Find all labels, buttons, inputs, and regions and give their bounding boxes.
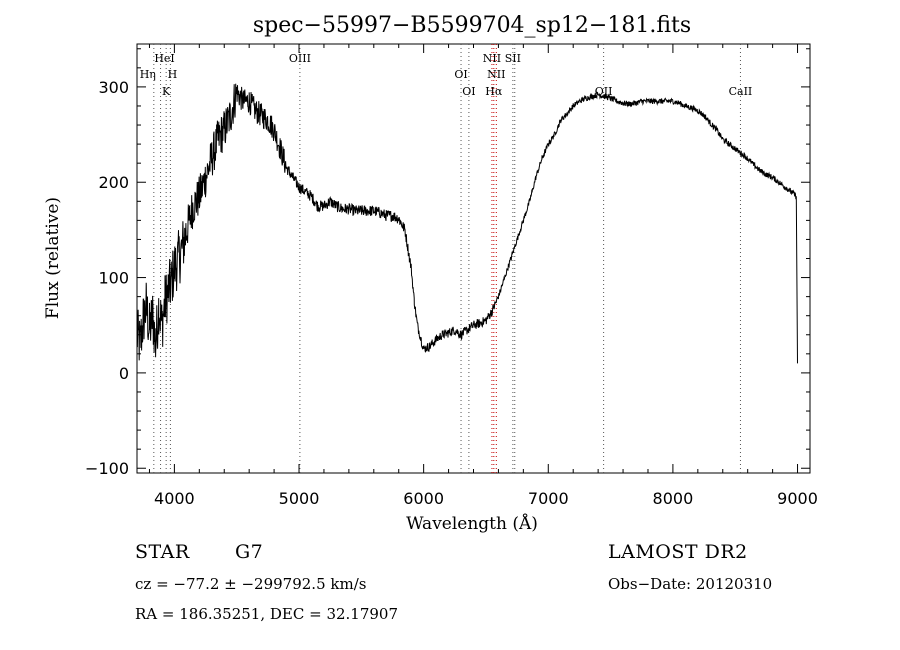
line-label-1: HeI: [154, 52, 174, 65]
x-axis-ticks: 4000 5000 6000 7000 8000 9000: [148, 44, 818, 508]
y-tick-label-0: −100: [85, 459, 129, 478]
line-label-0: Hη: [140, 68, 156, 81]
line-label-2: K: [162, 85, 171, 98]
line-label-7: NII: [483, 52, 501, 65]
x-tick-label-1: 5000: [279, 489, 320, 508]
object-subclass: G7: [235, 541, 264, 563]
x-tick-label-2: 6000: [403, 489, 444, 508]
x-tick-label-0: 4000: [154, 489, 195, 508]
object-type: STAR: [135, 541, 190, 563]
y-axis-label: Flux (relative): [43, 197, 63, 319]
line-label-4: OIII: [289, 52, 311, 65]
y-tick-label-2: 100: [98, 269, 129, 288]
obs-date-text: Obs−Date: 20120310: [608, 575, 773, 593]
x-tick-label-3: 7000: [528, 489, 569, 508]
plot-frame: [136, 43, 811, 474]
y-tick-label-3: 200: [98, 173, 129, 192]
chart-title: spec−55997−B5599704_sp12−181.fits: [253, 13, 691, 38]
redshift-text: cz = −77.2 ± −299792.5 km/s: [135, 575, 367, 593]
line-label-6: OI: [462, 85, 475, 98]
line-label-13: CaII: [729, 85, 753, 98]
survey-name: LAMOST DR2: [608, 541, 748, 563]
x-tick-label-4: 8000: [653, 489, 694, 508]
line-label-5: OI: [454, 68, 467, 81]
line-label-8: Hα: [485, 85, 503, 98]
line-label-3: H: [168, 68, 178, 81]
y-tick-label-1: 0: [119, 364, 129, 383]
y-tick-label-4: 300: [98, 78, 129, 97]
line-label-10: SII: [505, 52, 521, 65]
coordinates-text: RA = 186.35251, DEC = 32.17907: [135, 605, 399, 623]
spectrum-series-line: [136, 83, 798, 364]
line-label-9: NII: [487, 68, 505, 81]
x-tick-label-5: 9000: [777, 489, 818, 508]
x-axis-label: Wavelength (Å): [406, 513, 538, 534]
y-axis-ticks: −100 0 100 200 300: [85, 48, 810, 478]
spectral-line-markers: [153, 44, 741, 473]
